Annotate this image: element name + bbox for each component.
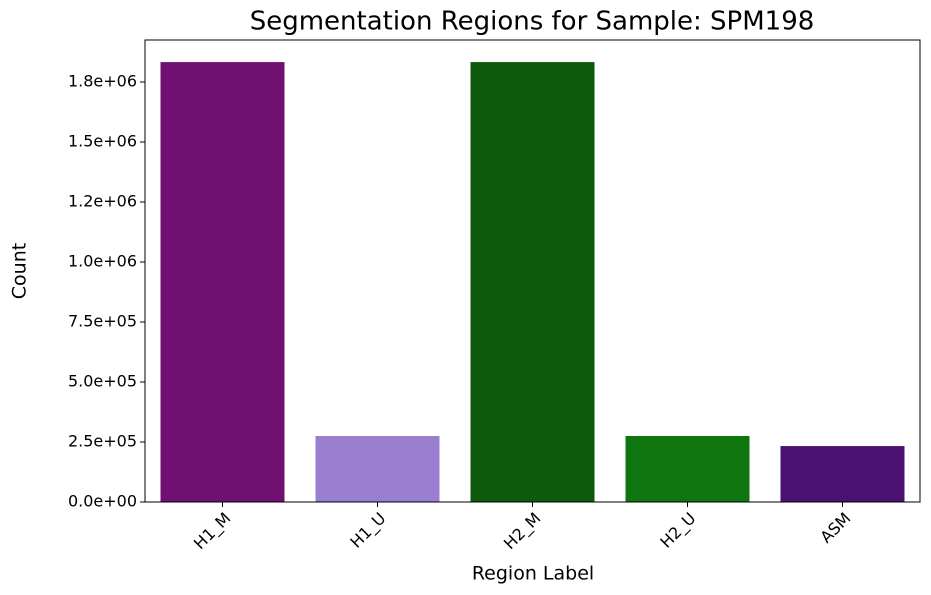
- y-tick-label: 1.5e+06: [68, 132, 137, 151]
- y-tick-label: 7.5e+05: [68, 312, 137, 331]
- chart-title: Segmentation Regions for Sample: SPM198: [250, 7, 815, 37]
- plot-frame: [144, 39, 921, 503]
- bar: [160, 62, 285, 502]
- y-tick-label: 1.2e+06: [68, 192, 137, 211]
- x-tick-label: H1_M: [190, 509, 235, 554]
- bar: [780, 446, 905, 502]
- y-tick-label: 0.0e+00: [68, 492, 137, 511]
- bar: [625, 436, 750, 502]
- x-tick-label: H1_U: [346, 509, 390, 553]
- x-axis-label: Region Label: [472, 563, 594, 585]
- bar: [470, 62, 595, 502]
- x-tick-label: ASM: [816, 509, 854, 547]
- y-axis-label: Count: [9, 243, 31, 299]
- y-tick-label: 2.5e+05: [68, 432, 137, 451]
- x-tick-label: H2_M: [500, 509, 545, 554]
- x-tick-label: H2_U: [656, 509, 700, 553]
- y-tick-label: 1.8e+06: [68, 72, 137, 91]
- y-tick-label: 5.0e+05: [68, 372, 137, 391]
- y-tick-label: 1.0e+06: [68, 252, 137, 271]
- bar: [315, 436, 440, 502]
